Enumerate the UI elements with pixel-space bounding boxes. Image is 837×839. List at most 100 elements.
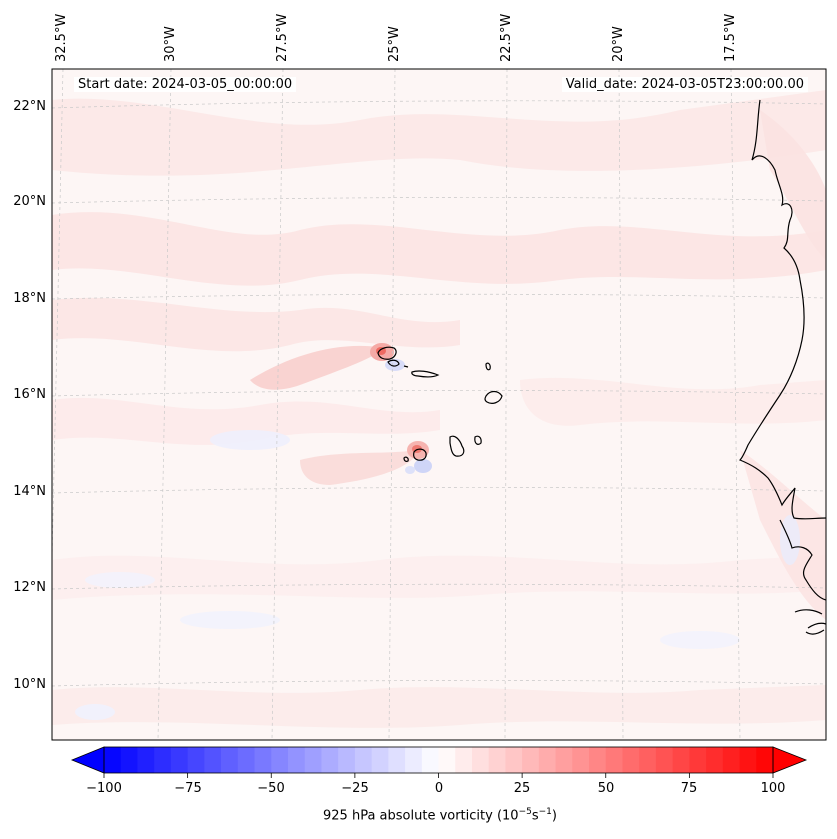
colorbar-segment (254, 747, 272, 773)
lon-label-27.5W: 27.5°W (275, 13, 290, 62)
vorticity-streak (52, 297, 460, 352)
colorbar-segment (722, 747, 740, 773)
vorticity-streak (52, 212, 826, 286)
colorbar-segment (120, 747, 138, 773)
map-panel (51, 68, 827, 741)
gridline-lon-25 (388, 69, 396, 740)
coastlines (377, 99, 826, 635)
island-brava (403, 456, 409, 462)
colorbar-tick-label: 75 (680, 781, 698, 796)
vorticity-negative-patch (660, 631, 740, 649)
colorbar-title-exponent: −1 (538, 807, 552, 817)
lon-label-17.5W: 17.5°W (723, 13, 738, 62)
map-frame (51, 68, 827, 741)
island-santa-luzia (403, 365, 409, 368)
colorbar-segment (639, 747, 657, 773)
lat-label-16N: 16°N (13, 387, 46, 402)
valid-date-label: Valid_date: 2024-03-05T23:00:00.00 (561, 77, 808, 92)
lat-label-10N: 10°N (13, 677, 46, 692)
island-santiago (449, 435, 465, 457)
colorbar-tick-label: 100 (760, 781, 786, 796)
colorbar-segment (622, 747, 640, 773)
colorbar-segment (237, 747, 255, 773)
gridline-lat-10 (52, 680, 826, 687)
lat-label-12N: 12°N (13, 580, 46, 595)
colorbar-segment (204, 747, 222, 773)
colorbar-tick-label: 0 (434, 781, 444, 796)
vorticity-streak (300, 450, 420, 485)
vorticity-negative-patch (210, 430, 290, 450)
colorbar-segment (354, 747, 373, 773)
colorbar-title-text: 925 hPa absolute vorticity (10 (323, 808, 519, 824)
colorbar-tick-label: −25 (341, 781, 369, 796)
lat-label-18N: 18°N (13, 291, 46, 306)
vorticity-streak (520, 377, 826, 426)
vorticity-streak (52, 90, 826, 176)
lon-label-20W: 20°W (611, 26, 626, 62)
gridline-lat-22 (52, 100, 826, 109)
island-sal (485, 362, 491, 371)
colorbar-segment (154, 747, 172, 773)
gridline-lon-27.5 (271, 69, 284, 740)
colorbar-segment (271, 747, 289, 773)
colorbar-max-extend (772, 746, 808, 774)
lon-label-30W: 30°W (163, 26, 178, 62)
island-boa-vista (484, 390, 503, 404)
lon-label-22.5W: 22.5°W (499, 13, 514, 62)
colorbar-segment (589, 747, 607, 773)
vorticity-min-patch (780, 515, 800, 565)
colorbar-segment (706, 747, 724, 773)
colorbar-segment (455, 747, 473, 773)
colorbar-segment (287, 747, 306, 773)
island-sao-vicente (387, 359, 400, 367)
colorbar-segment (655, 747, 674, 773)
gridline-lat-18 (52, 293, 826, 300)
gridline-lon-17.5 (730, 69, 741, 740)
vorticity-negative-patch (180, 611, 280, 629)
colorbar (70, 746, 808, 778)
colorbar-tick-label: −50 (257, 781, 285, 796)
colorbar-segment (672, 747, 690, 773)
africa-coastline (738, 99, 826, 635)
island-sao-nicolau (411, 370, 440, 378)
colorbar-segments (104, 747, 774, 773)
vorticity-negative-patch (75, 704, 115, 720)
colorbar-segment (388, 747, 406, 773)
vorticity-streak (52, 685, 826, 728)
colorbar-segment (104, 747, 122, 773)
colorbar-title-exponent: −5 (518, 807, 532, 817)
vorticity-streak (760, 110, 826, 260)
colorbar-segment (689, 747, 707, 773)
gridlines (52, 69, 826, 740)
lat-label-20N: 20°N (13, 194, 46, 209)
colorbar-title: 925 hPa absolute vorticity (10−5s−1) (323, 807, 557, 823)
colorbar-segment (371, 747, 389, 773)
colorbar-segment (555, 747, 573, 773)
colorbar-tick-label: 50 (597, 781, 615, 796)
gridline-lon-22.5 (504, 69, 508, 740)
colorbar-segment (338, 747, 356, 773)
colorbar-segment (321, 747, 339, 773)
vorticity-streak (52, 555, 826, 600)
vorticity-min-patch (414, 459, 432, 473)
lon-label-32.5W: 32.5°W (54, 13, 69, 62)
colorbar-tick-label: −75 (174, 781, 202, 796)
gridline-lon-20 (618, 69, 624, 740)
colorbar-tick-label: 25 (513, 781, 531, 796)
colorbar-segment (605, 747, 623, 773)
island-santo-antao (377, 346, 397, 360)
colorbar-segment (522, 747, 540, 773)
colorbar-segment (538, 747, 556, 773)
colorbar-segment (137, 747, 155, 773)
colorbar-segment (421, 747, 439, 773)
colorbar-segment (488, 747, 506, 773)
colorbar-segment (505, 747, 523, 773)
colorbar-segment (304, 747, 322, 773)
vorticity-streak (52, 397, 440, 445)
colorbar-tick-label: −100 (86, 781, 122, 796)
colorbar-segment (572, 747, 590, 773)
gridline-lon-30 (157, 69, 172, 740)
island-maio (474, 435, 482, 445)
lat-label-22N: 22°N (13, 99, 46, 114)
